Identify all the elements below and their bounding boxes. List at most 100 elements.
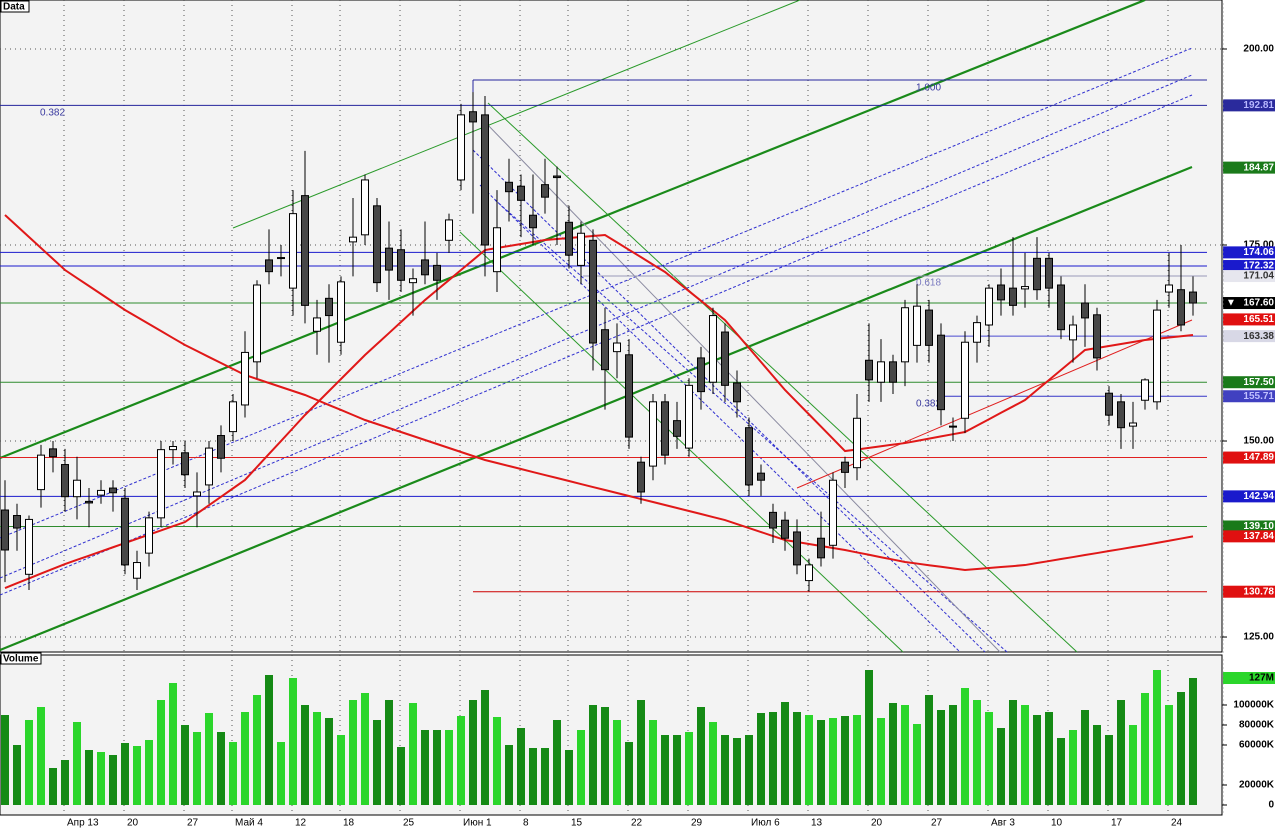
volume-bar [505, 745, 513, 805]
y-tick-label: 200.00 [1243, 44, 1274, 55]
volume-bar [637, 700, 645, 805]
candle-body [601, 329, 609, 371]
volume-bar [1081, 710, 1089, 805]
volume-bar [373, 720, 381, 805]
volume-bar [733, 738, 741, 805]
candle-body [541, 184, 549, 198]
volume-bar [961, 688, 969, 805]
level-box [1223, 376, 1275, 389]
x-tick-label: 10 [1051, 818, 1063, 829]
candle-body [1045, 257, 1053, 289]
candle-body [241, 351, 249, 406]
x-tick-label: 20 [127, 818, 139, 829]
panel-title: Data [3, 2, 25, 13]
y-tick-label: 20000K [1239, 780, 1275, 791]
level-box [1223, 260, 1275, 273]
volume-bar [253, 695, 261, 805]
volume-bar [325, 718, 333, 805]
candle-body [961, 341, 969, 419]
fib-label: 0.618 [916, 278, 941, 289]
candle-body [301, 195, 309, 306]
candle-body [289, 213, 297, 289]
volume-bar [1189, 678, 1197, 805]
volume-bar [553, 720, 561, 805]
candle-body [745, 427, 753, 486]
x-tick-label: 25 [403, 818, 415, 829]
volume-bar [913, 724, 921, 805]
volume-bar [877, 718, 885, 805]
volume-bar [829, 718, 837, 805]
volume-bar [613, 720, 621, 805]
volume-bar [361, 693, 369, 805]
candle-body [469, 111, 477, 123]
candle-body [409, 278, 417, 284]
volume-bar [757, 713, 765, 805]
volume-bar [973, 700, 981, 805]
volume-bar [781, 702, 789, 805]
x-tick-label: 29 [691, 818, 703, 829]
candle-body [1105, 392, 1113, 416]
volume-bar [109, 755, 117, 805]
candle-body [925, 309, 933, 346]
candle-body [877, 361, 885, 383]
volume-bar [265, 675, 273, 805]
volume-bar [517, 728, 525, 805]
candle-body [349, 236, 357, 243]
volume-bar [721, 735, 729, 805]
candle-body [169, 446, 177, 451]
x-tick-label: 17 [1111, 818, 1123, 829]
level-label: 130.78 [1243, 586, 1274, 597]
candle-body [277, 257, 285, 260]
level-label: 172.32 [1243, 261, 1274, 272]
volume-bar [493, 717, 501, 805]
x-tick-label: Май 4 [235, 818, 263, 829]
volume-bar [817, 720, 825, 805]
candle-body [181, 452, 189, 476]
volume-bar [61, 760, 69, 805]
volume-bar [1165, 705, 1173, 805]
x-tick-label: Июл 6 [751, 818, 780, 829]
candle-body [61, 464, 69, 498]
volume-bar [337, 735, 345, 805]
volume-bar [445, 730, 453, 805]
volume-bar [121, 743, 129, 805]
candle-body [613, 342, 621, 353]
level-box [1223, 246, 1275, 259]
volume-bar [541, 748, 549, 805]
level-label: 157.50 [1243, 377, 1274, 388]
volume-bar [217, 732, 225, 805]
candle-body [1021, 286, 1029, 290]
candle-body [85, 500, 93, 504]
candle-body [733, 382, 741, 403]
volume-bar [577, 730, 585, 805]
x-tick-label: 8 [523, 818, 529, 829]
x-tick-label: 27 [931, 818, 943, 829]
x-tick-label: 22 [631, 818, 643, 829]
level-box [1223, 390, 1275, 403]
x-tick-label: Июн 1 [463, 818, 492, 829]
candle-body [1057, 284, 1065, 331]
volume-bar [649, 720, 657, 805]
candle-body [1069, 324, 1077, 341]
candle-body [97, 489, 105, 496]
y-tick-label: 175.00 [1243, 240, 1274, 251]
volume-bar [133, 746, 141, 805]
candle-body [457, 114, 465, 181]
candle-body [625, 354, 633, 438]
level-label: 171.04 [1243, 271, 1274, 282]
x-tick-label: 15 [571, 818, 583, 829]
volume-bar [37, 707, 45, 805]
volume-bar [529, 748, 537, 805]
candle-body [1093, 314, 1101, 359]
candle-body [505, 181, 513, 193]
volume-bar [1117, 700, 1125, 805]
volume-bar [241, 712, 249, 805]
candle-body [817, 537, 825, 559]
candle-body [913, 305, 921, 346]
volume-bar [1093, 725, 1101, 805]
candle-body [661, 401, 669, 456]
volume-bar [697, 707, 705, 805]
value-label: 127M [1249, 673, 1274, 684]
volume-bar [73, 722, 81, 805]
candle-body [1, 509, 9, 551]
